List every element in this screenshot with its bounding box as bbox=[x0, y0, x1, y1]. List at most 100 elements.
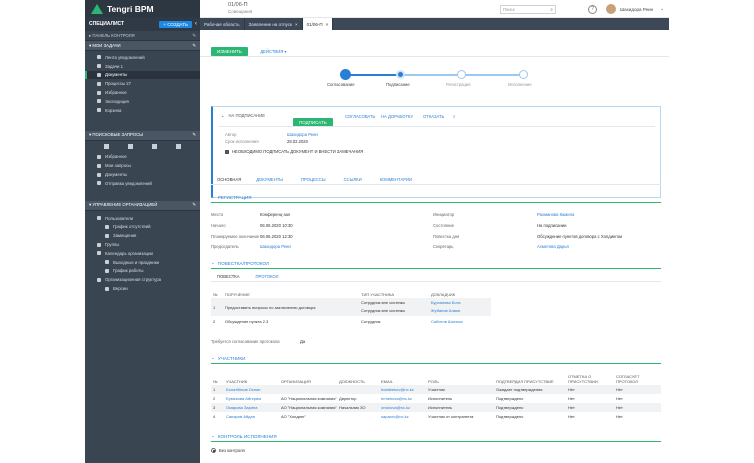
sidebar-item-holidays[interactable]: Выходные и праздники bbox=[85, 258, 200, 267]
chevron-down-icon[interactable]: ⌄ bbox=[221, 113, 225, 118]
row-num: 1 bbox=[213, 387, 216, 392]
tab-protocol[interactable]: ПРОТОКОЛ bbox=[255, 274, 279, 279]
pin-icon[interactable]: ✎ bbox=[192, 202, 196, 208]
add-icon[interactable] bbox=[128, 144, 134, 150]
pin-icon[interactable]: ✎ bbox=[192, 42, 196, 48]
avatar[interactable] bbox=[606, 4, 616, 14]
sidebar-item-notifications[interactable]: Лента уведомлений bbox=[85, 53, 200, 62]
participants-header[interactable]: ⌄ УЧАСТНИКИ bbox=[211, 355, 246, 361]
field-value-link[interactable]: Рахманова Камила bbox=[537, 212, 575, 217]
table-row[interactable]: 2 Ермекова Айгерим АО "Национальная комп… bbox=[211, 394, 661, 403]
reject-link[interactable]: ОТКАЗАТЬ bbox=[423, 114, 445, 119]
close-icon[interactable]: × bbox=[294, 21, 298, 27]
tab-document[interactable]: 01/06-П × bbox=[302, 18, 334, 30]
sidebar-item-users[interactable]: Пользователи bbox=[85, 214, 200, 223]
search-input[interactable]: Поиск bbox=[503, 7, 515, 12]
control-option[interactable]: Без контроля bbox=[211, 448, 245, 453]
tab-workspace[interactable]: Рабочая область bbox=[200, 18, 245, 30]
sidebar-item-schedule[interactable]: График работы bbox=[85, 267, 200, 276]
doc-tab-documents[interactable]: ДОКУМЕНТЫ bbox=[256, 177, 284, 182]
search-icon[interactable] bbox=[104, 144, 110, 150]
email-link[interactable]: bolatbekov@nc.kz bbox=[381, 387, 414, 392]
user-role[interactable]: СПЕЦИАЛИСТ bbox=[89, 21, 125, 27]
sidebar-item-org-calendar[interactable]: Календарь организации bbox=[85, 249, 200, 258]
sidebar-item-trash[interactable]: Корзина bbox=[85, 106, 200, 115]
control-panel-section[interactable]: ▸ ПАНЕЛЬ КОНТРОЛЯ ✎ bbox=[85, 31, 200, 41]
logo[interactable]: Tengri BPM bbox=[85, 0, 200, 17]
help-icon[interactable]: ? bbox=[588, 5, 597, 14]
speaker-link[interactable]: Бурханова Бота bbox=[431, 300, 461, 305]
email-link[interactable]: omarova@nc.kz bbox=[381, 405, 410, 410]
doc-tab-comments[interactable]: КОММЕНТАРИИ bbox=[379, 177, 413, 182]
table-row[interactable]: 3 Омарова Зарина АО "Национальная компан… bbox=[211, 403, 661, 412]
step-label: Регистрация bbox=[446, 82, 471, 87]
control-header[interactable]: ⌄ КОНТРОЛЬ ИСПОЛНЕНИЯ bbox=[211, 433, 277, 439]
create-button[interactable]: + СОЗДАТЬ bbox=[159, 20, 192, 28]
row-confirmed: Подтверждено bbox=[496, 396, 524, 401]
sidebar-item-my-queries[interactable]: Мои запросы bbox=[85, 161, 200, 170]
registration-header[interactable]: ⌄ РЕГИСТРАЦИЯ bbox=[211, 194, 252, 200]
sidebar-item-processes[interactable]: Процессы 27 bbox=[85, 79, 200, 88]
stepper bbox=[330, 69, 530, 81]
email-link[interactable]: saparov@nc.kz bbox=[381, 414, 409, 419]
row-num: 1 bbox=[213, 304, 216, 310]
field-value-link[interactable]: Ахметова Дарья bbox=[537, 244, 569, 249]
process-icon bbox=[97, 81, 101, 86]
sidebar-item-query-favorites[interactable]: Избранное bbox=[85, 153, 200, 162]
agenda-header[interactable]: ⌄ ПОВЕСТКА/ПРОТОКОЛ bbox=[211, 260, 270, 266]
sidebar-item-notifications-sending[interactable]: Отправка уведомлений bbox=[85, 179, 200, 188]
approve-link[interactable]: СОГЛАСОВАТЬ bbox=[345, 114, 376, 119]
pin-icon[interactable]: ✎ bbox=[192, 132, 196, 138]
search-icon[interactable]: ⌕ bbox=[550, 6, 553, 13]
author-value[interactable]: Шахидора Реин bbox=[287, 132, 318, 137]
participant-link[interactable]: Болатбеков Оспан bbox=[226, 387, 261, 392]
org-management-section[interactable]: ▾ УПРАВЛЕНИЕ ОРГАНИЗАЦИЕЙ ✎ bbox=[85, 200, 200, 211]
sidebar-item-groups[interactable]: Группы bbox=[85, 240, 200, 249]
speaker-link[interactable]: Жубанов Алмат bbox=[431, 308, 461, 313]
actions-dropdown[interactable]: ДЕЙСТВИЯ ▾ bbox=[260, 49, 287, 54]
user-name[interactable]: Шахидора Реин bbox=[620, 7, 654, 12]
delete-icon[interactable] bbox=[175, 144, 181, 150]
my-tasks-section[interactable]: ▾ МОИ ЗАДАЧИ ✎ bbox=[85, 41, 200, 51]
speaker-link[interactable]: Сабитов Шынгыс bbox=[431, 319, 464, 324]
sign-button[interactable]: ПОДПИСАТЬ bbox=[293, 118, 333, 127]
participant-link[interactable]: Сапаров Айдан bbox=[226, 414, 255, 419]
search-queries-section[interactable]: ▾ ПОИСКОВЫЕ ЗАПРОСЫ ✎ bbox=[85, 130, 200, 141]
radio-icon[interactable] bbox=[211, 448, 216, 453]
table-row[interactable]: 4 Сапаров Айдан АО "Холдинг" saparov@nc.… bbox=[211, 412, 661, 421]
table-row[interactable]: 1 Болатбеков Оспан bolatbekov@nc.kz Учас… bbox=[211, 385, 661, 394]
sidebar-item-substitutions[interactable]: Замещения bbox=[85, 231, 200, 240]
row-position bbox=[337, 412, 379, 421]
table-row[interactable]: 1 Предоставить вопросы по заключению дог… bbox=[211, 298, 491, 316]
participant-link[interactable]: Ермекова Айгерим bbox=[226, 396, 262, 401]
top-bar: 01/06-П Совещания Поиск ⌕ ? Шахидора Реи… bbox=[200, 0, 669, 18]
edit-button[interactable]: ИЗМЕНИТЬ bbox=[211, 47, 248, 56]
sidebar-item-absences[interactable]: График отсутствий bbox=[85, 223, 200, 232]
window-tabs: Рабочая область Заявление на отпуск × 01/… bbox=[200, 18, 669, 30]
sidebar-item-query-documents[interactable]: Документы bbox=[85, 170, 200, 179]
table-row[interactable]: 2 Обсуждение пункта 2.3 Сотрудник Сабито… bbox=[211, 316, 491, 327]
rework-link[interactable]: НА ДОРАБОТКУ bbox=[381, 114, 414, 119]
participant-link[interactable]: Омарова Зарина bbox=[226, 405, 258, 410]
email-link[interactable]: ermekova@nc.kz bbox=[381, 396, 412, 401]
search-box[interactable]: Поиск ⌕ bbox=[500, 5, 556, 14]
sidebar-item-favorites[interactable]: Избранное bbox=[85, 88, 200, 97]
pin-icon[interactable]: ✎ bbox=[192, 32, 196, 38]
more-icon[interactable]: ≡ bbox=[453, 114, 456, 119]
sidebar-item-documents[interactable]: Документы bbox=[85, 70, 200, 80]
collapse-icon[interactable]: ‹ bbox=[195, 21, 197, 27]
close-icon[interactable]: × bbox=[325, 21, 329, 27]
doc-tab-processes[interactable]: ПРОЦЕССЫ bbox=[301, 177, 326, 182]
sidebar-item-tasks[interactable]: Задачи 1 bbox=[85, 62, 200, 71]
field-value-link[interactable]: Шахидора Реин bbox=[260, 244, 291, 249]
doc-tab-links[interactable]: ССЫЛКИ bbox=[343, 177, 362, 182]
column-header: ОТМЕТКА О ПРИСУТСТВИИ bbox=[568, 374, 598, 384]
save-icon[interactable] bbox=[151, 144, 157, 150]
row-mark: Нет bbox=[568, 414, 575, 419]
chevron-down-icon[interactable]: ⌄ bbox=[660, 6, 665, 12]
signing-header: ⌄ НА ПОДПИСАНИЕ bbox=[221, 113, 265, 118]
tab-vacation[interactable]: Заявление на отпуск × bbox=[245, 18, 303, 30]
sidebar-item-versions[interactable]: Версии bbox=[85, 284, 200, 293]
sidebar-item-org-structure[interactable]: Организационная структура bbox=[85, 275, 200, 284]
sidebar-item-expedition[interactable]: Экспедиция bbox=[85, 97, 200, 106]
